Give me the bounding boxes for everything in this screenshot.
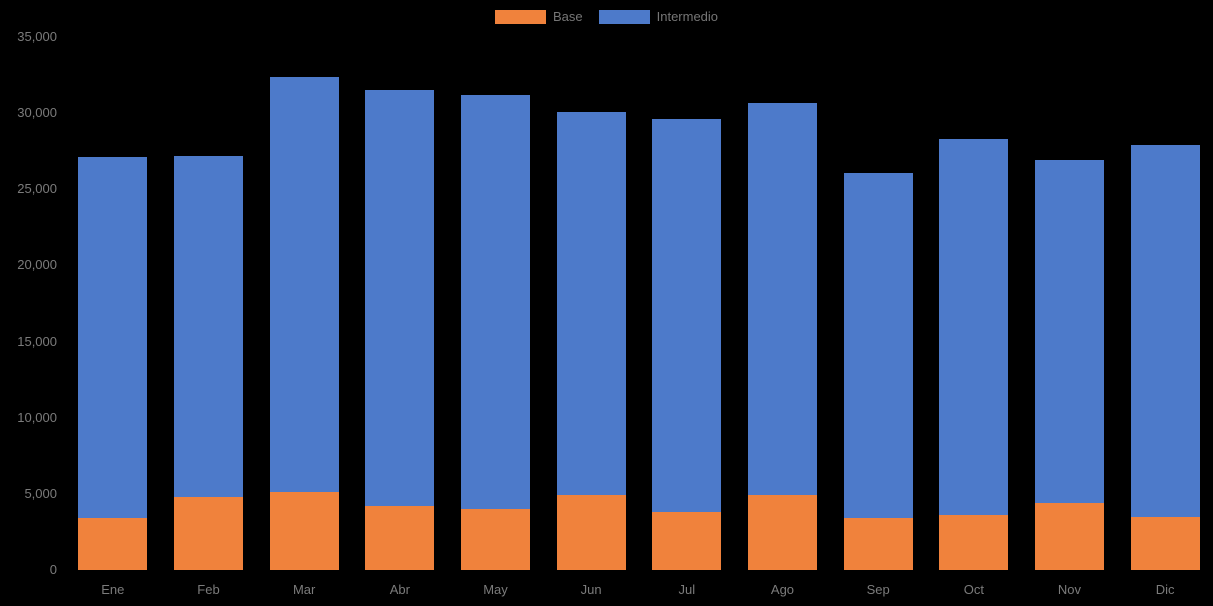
bar-segment-base-sep: [843, 518, 913, 570]
x-axis-label-jun: Jun: [580, 582, 602, 597]
bar-column-abr: [365, 90, 435, 570]
y-axis-label: 15,000: [17, 333, 57, 349]
bar-column-ago: [748, 102, 817, 570]
bar-segment-base-mar: [269, 492, 339, 570]
x-axis-label-abr: Abr: [389, 582, 410, 597]
bar-column-feb: [174, 155, 243, 570]
bar-segment-base-feb: [174, 496, 243, 570]
bar-segment-intermedio-oct: [939, 139, 1009, 516]
bar-segment-base-abr: [365, 506, 435, 570]
chart-legend: Base Intermedio: [0, 9, 1213, 24]
bar-segment-intermedio-feb: [174, 155, 243, 497]
bar-segment-base-dic: [1130, 516, 1200, 570]
x-axis-label-feb: Feb: [197, 582, 220, 597]
bar-segment-intermedio-abr: [365, 90, 435, 507]
bar-column-ene: [78, 157, 148, 570]
x-axis-label-jul: Jul: [678, 582, 696, 597]
y-axis-label: 0: [49, 562, 57, 577]
y-axis-label: 20,000: [17, 257, 57, 273]
bar-segment-base-jul: [652, 512, 722, 570]
bar-column-jun: [556, 111, 626, 570]
bar-segment-intermedio-mar: [269, 76, 339, 493]
bar-segment-base-jun: [556, 495, 626, 570]
bar-column-nov: [1035, 160, 1104, 570]
bar-segment-base-may: [461, 509, 530, 570]
bar-segment-intermedio-ene: [78, 157, 148, 519]
y-axis-label: 10,000: [17, 409, 57, 425]
x-axis-label-nov: Nov: [1057, 582, 1082, 597]
y-axis-label: 25,000: [17, 181, 57, 197]
bar-segment-base-oct: [939, 515, 1009, 570]
legend-label-base: Base: [552, 9, 583, 24]
bar-segment-intermedio-jul: [652, 119, 722, 513]
bar-column-dic: [1130, 145, 1200, 570]
legend-swatch-base-icon: [494, 9, 546, 24]
x-axis-label-oct: Oct: [963, 582, 984, 597]
bar-segment-intermedio-may: [461, 94, 530, 510]
bar-segment-base-nov: [1035, 503, 1104, 570]
x-axis-label-mar: Mar: [292, 582, 316, 597]
bar-segment-intermedio-jun: [556, 111, 626, 496]
x-axis-label-sep: Sep: [866, 582, 890, 597]
legend-swatch-intermedio-icon: [598, 9, 650, 24]
x-axis-label-ene: Ene: [101, 582, 125, 597]
y-axis-label: 35,000: [17, 29, 57, 44]
bar-segment-intermedio-ago: [748, 102, 817, 496]
x-axis-label-may: May: [483, 582, 508, 597]
y-axis-label: 30,000: [17, 105, 57, 121]
bar-segment-intermedio-sep: [843, 172, 913, 519]
plot-area: [65, 37, 1213, 570]
bar-column-may: [461, 94, 530, 570]
bar-column-sep: [843, 172, 913, 570]
x-axis-label-dic: Dic: [1155, 582, 1175, 597]
bar-column-mar: [269, 76, 339, 570]
bar-segment-intermedio-nov: [1035, 160, 1104, 503]
legend-label-intermedio: Intermedio: [656, 9, 719, 24]
bar-segment-base-ene: [78, 518, 148, 570]
legend-item-intermedio: Intermedio: [598, 9, 719, 24]
y-axis-label: 5,000: [24, 485, 57, 501]
bar-segment-base-ago: [748, 495, 817, 570]
x-axis-label-ago: Ago: [770, 582, 795, 597]
bar-segment-intermedio-dic: [1130, 145, 1200, 517]
bar-column-jul: [652, 119, 722, 570]
bar-column-oct: [939, 139, 1009, 570]
legend-item-base: Base: [494, 9, 583, 24]
